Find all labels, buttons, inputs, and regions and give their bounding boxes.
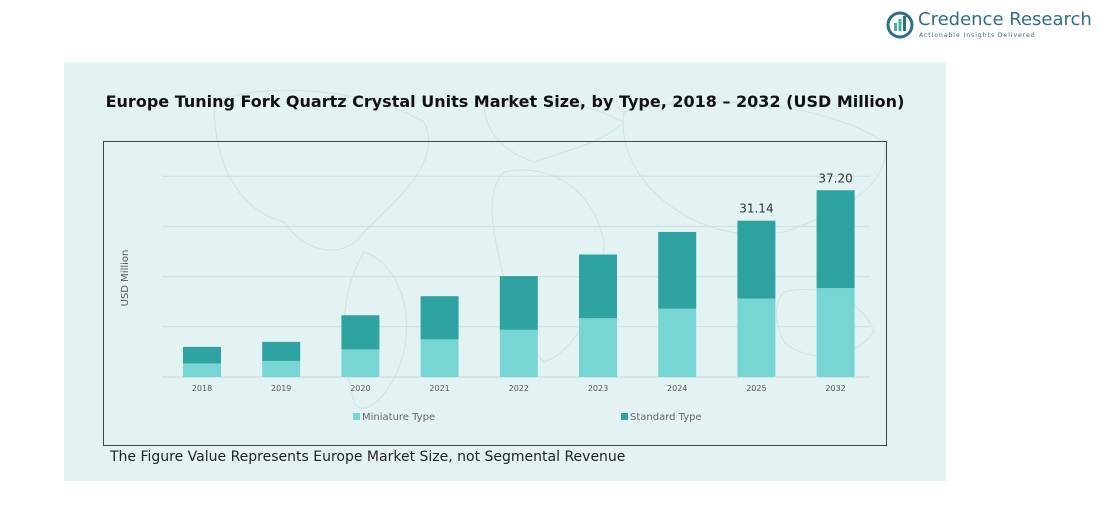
bar-standard-2025	[737, 220, 776, 299]
bar-miniature-2032	[816, 288, 855, 377]
bar-standard-2022	[499, 276, 538, 330]
x-tick-label: 2021	[429, 384, 449, 393]
x-tick-label: 2020	[350, 384, 370, 393]
bar-miniature-2021	[420, 339, 459, 377]
footnote: The Figure Value Represents Europe Marke…	[110, 449, 626, 465]
data-label: 31.14	[739, 202, 773, 216]
bar-standard-2018	[183, 346, 221, 364]
tick-labels: 2018 2019 2020 2021 2022 2023 2024 2025 31.14 203…	[192, 171, 853, 393]
x-tick-label: 2022	[509, 384, 529, 393]
bars	[183, 190, 855, 377]
bar-miniature-2018	[183, 363, 221, 377]
legend-label-miniature: Miniature Type	[362, 412, 435, 423]
chart-title: Europe Tuning Fork Quartz Crystal Units …	[105, 92, 905, 111]
bar-standard-2032	[816, 190, 855, 289]
bar-standard-2023	[579, 254, 617, 319]
bar-miniature-2025	[737, 298, 776, 377]
brand-tagline: Actionable Insights Delivered	[919, 32, 1036, 39]
bar-miniature-2020	[341, 349, 380, 377]
y-axis-label: USD Million	[120, 250, 131, 307]
bar-miniature-2023	[579, 318, 617, 377]
legend: Miniature Type Standard Type	[353, 412, 702, 423]
chart-panel	[64, 62, 946, 481]
x-tick-label: 2032	[825, 384, 845, 393]
bar-standard-2020	[341, 315, 380, 350]
chart-frame	[103, 141, 887, 446]
legend-label-standard: Standard Type	[630, 412, 702, 423]
bar-miniature-2024	[658, 308, 697, 377]
credence-logo-icon	[886, 11, 914, 39]
x-tick-label: 2023	[588, 384, 608, 393]
bar-standard-2019	[262, 341, 301, 361]
x-tick-label: 2019	[271, 384, 291, 393]
data-label: 37.20	[818, 171, 852, 185]
bar-standard-2021	[420, 296, 459, 340]
brand-name: Credence Research	[918, 9, 1092, 30]
legend-swatch-standard	[621, 413, 628, 420]
bar-miniature-2019	[262, 360, 301, 377]
brand-logo: Credence Research Actionable Insights De…	[885, 8, 1092, 44]
bar-miniature-2022	[499, 329, 538, 377]
x-tick-label: 2025	[746, 384, 766, 393]
x-tick-label: 2024	[667, 384, 687, 393]
bar-standard-2024	[658, 231, 697, 309]
legend-swatch-miniature	[353, 413, 360, 420]
x-tick-label: 2018	[192, 384, 212, 393]
